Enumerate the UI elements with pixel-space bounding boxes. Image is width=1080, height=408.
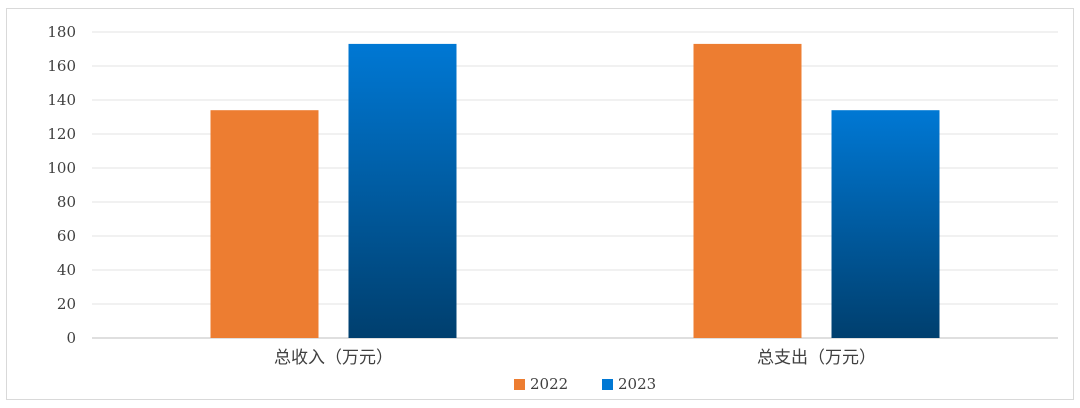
x-category-label: 总支出（万元）	[757, 348, 876, 368]
x-category-label: 总收入（万元）	[274, 348, 393, 368]
legend: 2022 2023	[514, 375, 656, 393]
y-tick-label: 40	[57, 261, 76, 279]
y-tick-label: 180	[47, 23, 76, 41]
y-tick-label: 20	[57, 295, 76, 313]
y-tick-label: 0	[66, 329, 76, 347]
bar-2023-1	[831, 110, 940, 338]
x-axis-categories: 总收入（万元） 总支出（万元）	[274, 348, 876, 368]
bar-2022-1	[693, 43, 802, 339]
y-tick-label: 160	[47, 57, 76, 75]
y-tick-label: 140	[47, 91, 76, 109]
y-tick-label: 120	[47, 125, 76, 143]
y-tick-label: 60	[57, 227, 76, 245]
y-axis-ticks: 0 20 40 60 80 100 120 140 160 180	[47, 23, 76, 347]
legend-label-2023: 2023	[618, 375, 656, 393]
legend-swatch-2022	[514, 379, 525, 390]
legend-swatch-2023	[602, 379, 613, 390]
bar-2022-0	[210, 110, 319, 338]
bars	[210, 43, 940, 339]
y-tick-label: 80	[57, 193, 76, 211]
y-tick-label: 100	[47, 159, 76, 177]
bar-2023-0	[348, 43, 457, 339]
legend-label-2022: 2022	[530, 375, 568, 393]
